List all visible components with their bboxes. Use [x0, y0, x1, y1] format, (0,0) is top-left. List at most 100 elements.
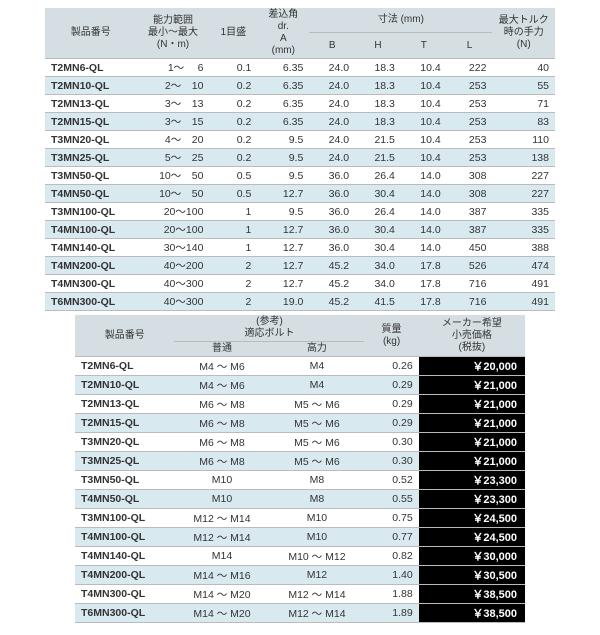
cell-high: M8 [269, 471, 364, 490]
cell-B: 45.2 [309, 293, 355, 311]
table-row: T3MN20-QL4～ 200.29.524.021.510.4253110 [45, 131, 555, 149]
cell-drive: 9.5 [257, 149, 309, 167]
cell-cap: 4～ 20 [137, 131, 210, 149]
cell-hf: 110 [492, 131, 555, 149]
table-row: T2MN15-QLM6 ～ M8M5 ～ M60.29￥21,000 [75, 414, 525, 433]
cell-grad: 0.5 [209, 185, 257, 203]
cell-price: ￥21,000 [419, 376, 525, 395]
table-row: T3MN50-QL10～ 500.59.536.026.414.0308227 [45, 167, 555, 185]
cell-B: 24.0 [309, 149, 355, 167]
cell-pn: T2MN10-QL [45, 77, 137, 95]
cell-high: M8 [269, 490, 364, 509]
cell-mass: 0.29 [364, 414, 418, 433]
table-row: T6MN300-QLM14 ～ M20M12 ～ M141.89￥38,500 [75, 604, 525, 623]
cell-normal: M4 ～ M6 [174, 376, 269, 395]
table-row: T2MN13-QLM6 ～ M8M5 ～ M60.29￥21,000 [75, 395, 525, 414]
cell-T: 14.0 [401, 203, 447, 221]
cell-B: 36.0 [309, 239, 355, 257]
cell-L: 387 [447, 203, 493, 221]
cell-L: 253 [447, 95, 493, 113]
cell-hf: 138 [492, 149, 555, 167]
cell-drive: 6.35 [257, 113, 309, 131]
th2-mass: 質量 (kg) [364, 315, 418, 357]
cell-cap: 2～ 10 [137, 77, 210, 95]
cell-T: 10.4 [401, 113, 447, 131]
cell-normal: M14 [174, 547, 269, 566]
table-row: T4MN140-QL30～140112.736.030.414.0450388 [45, 239, 555, 257]
spec-table-2: 製品番号 (参考) 適応ボルト 質量 (kg) メーカー希望 小売価格 (税抜)… [75, 315, 525, 623]
cell-price: ￥30,500 [419, 566, 525, 585]
th-T: T [401, 33, 447, 59]
th2-high: 高力 [269, 342, 364, 357]
cell-pn: T4MN300-QL [75, 585, 174, 604]
cell-H: 30.4 [355, 239, 401, 257]
cell-pn: T4MN200-QL [75, 566, 174, 585]
cell-grad: 0.2 [209, 149, 257, 167]
table-row: T3MN100-QL20～10019.536.026.414.0387335 [45, 203, 555, 221]
cell-T: 17.8 [401, 275, 447, 293]
cell-price: ￥21,000 [419, 433, 525, 452]
cell-grad: 0.1 [209, 59, 257, 77]
cell-cap: 10～ 50 [137, 185, 210, 203]
cell-high: M10 [269, 509, 364, 528]
cell-H: 41.5 [355, 293, 401, 311]
cell-T: 14.0 [401, 185, 447, 203]
cell-pn: T3MN100-QL [45, 203, 137, 221]
cell-H: 30.4 [355, 221, 401, 239]
cell-B: 45.2 [309, 275, 355, 293]
cell-mass: 0.75 [364, 509, 418, 528]
cell-L: 253 [447, 131, 493, 149]
table-row: T3MN50-QLM10M80.52￥23,300 [75, 471, 525, 490]
table-row: T2MN6-QLM4 ～ M6M40.26￥20,000 [75, 357, 525, 376]
cell-H: 21.5 [355, 131, 401, 149]
cell-pn: T2MN10-QL [75, 376, 174, 395]
cell-normal: M14 ～ M20 [174, 585, 269, 604]
cell-high: M5 ～ M6 [269, 395, 364, 414]
th2-bolt: (参考) 適応ボルト [174, 315, 364, 342]
cell-drive: 12.7 [257, 257, 309, 275]
cell-grad: 0.2 [209, 131, 257, 149]
cell-price: ￥38,500 [419, 585, 525, 604]
th2-pn: 製品番号 [75, 315, 174, 357]
cell-L: 716 [447, 275, 493, 293]
cell-normal: M6 ～ M8 [174, 452, 269, 471]
cell-hf: 40 [492, 59, 555, 77]
th-drive: 差込角 dr. A (mm) [257, 8, 309, 59]
cell-cap: 3～ 15 [137, 113, 210, 131]
cell-price: ￥21,000 [419, 414, 525, 433]
cell-hf: 83 [492, 113, 555, 131]
cell-high: M12 ～ M14 [269, 585, 364, 604]
cell-pn: T3MN50-QL [45, 167, 137, 185]
cell-high: M10 [269, 528, 364, 547]
cell-drive: 9.5 [257, 131, 309, 149]
cell-H: 34.0 [355, 275, 401, 293]
cell-H: 18.3 [355, 113, 401, 131]
cell-mass: 0.82 [364, 547, 418, 566]
cell-hf: 227 [492, 185, 555, 203]
table-row: T2MN10-QLM4 ～ M6M40.29￥21,000 [75, 376, 525, 395]
cell-mass: 1.40 [364, 566, 418, 585]
th-capacity: 能力範囲 最小～最大 (N・m) [137, 8, 210, 59]
table-row: T4MN100-QL20～100112.736.030.414.0387335 [45, 221, 555, 239]
cell-H: 30.4 [355, 185, 401, 203]
cell-L: 526 [447, 257, 493, 275]
cell-drive: 6.35 [257, 59, 309, 77]
table-row: T3MN25-QL5～ 250.29.524.021.510.4253138 [45, 149, 555, 167]
cell-T: 14.0 [401, 167, 447, 185]
cell-price: ￥20,000 [419, 357, 525, 376]
th-grad: 1目盛 [209, 8, 257, 59]
cell-price: ￥23,300 [419, 490, 525, 509]
table-row: T3MN25-QLM6 ～ M8M5 ～ M60.30￥21,000 [75, 452, 525, 471]
cell-mass: 0.52 [364, 471, 418, 490]
t1-head: 製品番号 能力範囲 最小～最大 (N・m) 1目盛 差込角 dr. A (mm)… [45, 8, 555, 59]
cell-B: 24.0 [309, 95, 355, 113]
cell-hf: 71 [492, 95, 555, 113]
cell-B: 36.0 [309, 167, 355, 185]
cell-normal: M10 [174, 471, 269, 490]
cell-normal: M14 ～ M16 [174, 566, 269, 585]
cell-pn: T4MN50-QL [45, 185, 137, 203]
cell-grad: 2 [209, 275, 257, 293]
cell-normal: M6 ～ M8 [174, 395, 269, 414]
cell-B: 24.0 [309, 77, 355, 95]
cell-grad: 1 [209, 221, 257, 239]
